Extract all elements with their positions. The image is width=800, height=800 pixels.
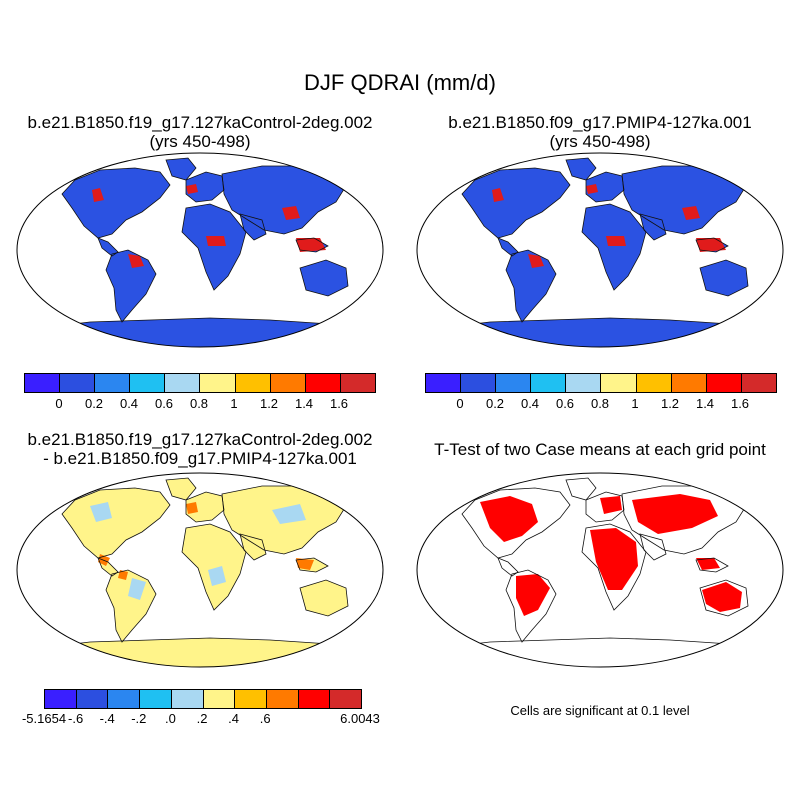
colorbar-difference-tick-label: -.6 [68,711,84,726]
colorbar-pmip4-swatch [741,374,776,392]
colorbar-control-tick-label: 0.6 [154,396,174,411]
land-field-control [30,158,372,347]
colorbar-pmip4-tick-label: 0.6 [555,396,575,411]
colorbar-control-swatch [235,374,271,392]
colorbar-pmip4-tick-label: 1.4 [695,396,715,411]
colorbar-difference-tick-label: .0 [164,711,176,726]
panel-title-difference-line2: - b.e21.B1850.f09_g17.PMIP4-127ka.001 [43,449,357,468]
globe-outline-control [16,152,384,348]
figure-title: DJF QDRAI (mm/d) [304,70,496,95]
colorbar-control-tick-label: 0.2 [84,396,104,411]
colorbar-difference-swatch [298,690,331,708]
panel-title-pmip4-line2: (yrs 450-498) [549,132,651,151]
panel-title-difference: b.e21.B1850.f19_g17.127kaControl-2deg.00… [0,430,400,468]
map-difference [16,472,384,668]
colorbar-difference-tick-label: .6 [259,711,271,726]
colorbar-pmip4-swatch [461,374,497,392]
colorbar-pmip4-swatch [531,374,567,392]
panel-title-pmip4: b.e21.B1850.f09_g17.PMIP4-127ka.001 (yrs… [400,113,800,151]
colorbar-pmip4-tick-label: 0.8 [590,396,610,411]
colorbar-difference-swatch [76,690,109,708]
colorbar-difference-min-label: -5.1654 [21,711,67,726]
colorbar-pmip4-swatch [671,374,707,392]
panel-title-ttest-line1: T-Test of two Case means at each grid po… [434,440,766,459]
colorbar-pmip4-swatch [601,374,637,392]
globe-outline-difference [16,472,384,668]
colorbar-pmip4-tick-label: 0 [456,396,464,411]
colorbar-control-tick-label: 1.2 [259,396,279,411]
panel-title-control-line1: b.e21.B1850.f19_g17.127kaControl-2deg.00… [27,113,373,132]
panel-title-control: b.e21.B1850.f19_g17.127kaControl-2deg.00… [0,113,400,151]
colorbar-control-tick-label: 0 [55,396,63,411]
globe-outline-ttest [416,472,784,668]
panel-title-control-line2: (yrs 450-498) [149,132,251,151]
colorbar-pmip4-swatch [426,374,462,392]
colorbar-difference-tick-label: .4 [228,711,240,726]
colorbar-control-swatch [60,374,96,392]
land-field-difference [30,478,372,667]
colorbar-difference-swatch [171,690,204,708]
colorbar-control-tick-label: 0.8 [189,396,209,411]
colorbar-pmip4 [425,373,777,393]
negative-difference-areas [90,502,306,600]
colorbar-control-swatch [270,374,306,392]
panel-title-difference-line1: b.e21.B1850.f19_g17.127kaControl-2deg.00… [27,430,373,449]
colorbar-control-swatch [305,374,341,392]
colorbar-difference-tick-label: .2 [196,711,208,726]
colorbar-difference [44,689,362,709]
colorbar-control [24,373,376,393]
colorbar-difference-max-label: 6.0043 [340,711,380,726]
colorbar-pmip4-swatch [706,374,742,392]
colorbar-difference-swatch [108,690,141,708]
colorbar-pmip4-swatch [566,374,602,392]
panel-title-ttest: T-Test of two Case means at each grid po… [400,440,800,459]
colorbar-pmip4-tick-label: 0.2 [485,396,505,411]
colorbar-pmip4-swatch [636,374,672,392]
colorbar-pmip4-tick-label: 1.6 [730,396,750,411]
colorbar-difference-swatch [140,690,172,708]
colorbar-control-swatch [95,374,131,392]
colorbar-pmip4-tick-label: 1.2 [660,396,680,411]
colorbar-difference-swatch [45,690,77,708]
colorbar-difference-tick-label: -.4 [99,711,115,726]
colorbar-difference-swatch [266,690,299,708]
colorbar-pmip4-tick-label: 0.4 [520,396,540,411]
colorbar-control-swatch [340,374,375,392]
land-field-pmip4 [430,158,772,347]
map-pmip4-case [416,152,784,348]
colorbar-control-tick-label: 1 [230,396,238,411]
colorbar-pmip4-tick-label: 1 [631,396,639,411]
significant-cells [480,494,742,616]
colorbar-difference-swatch [330,690,362,708]
panel-title-pmip4-line1: b.e21.B1850.f09_g17.PMIP4-127ka.001 [448,113,752,132]
significance-note: Cells are significant at 0.1 level [510,703,690,718]
colorbar-difference-tick-label: -.2 [131,711,147,726]
colorbar-control-swatch [165,374,201,392]
map-control-case [16,152,384,348]
colorbar-control-swatch [25,374,61,392]
colorbar-control-swatch [200,374,236,392]
colorbar-control-tick-label: 0.4 [119,396,139,411]
colorbar-control-tick-label: 1.4 [294,396,314,411]
map-ttest [416,472,784,668]
colorbar-difference-swatch [235,690,267,708]
globe-outline-pmip4 [416,152,784,348]
colorbar-control-swatch [130,374,166,392]
colorbar-pmip4-swatch [496,374,532,392]
colorbar-control-tick-label: 1.6 [329,396,349,411]
colorbar-difference-swatch [203,690,236,708]
